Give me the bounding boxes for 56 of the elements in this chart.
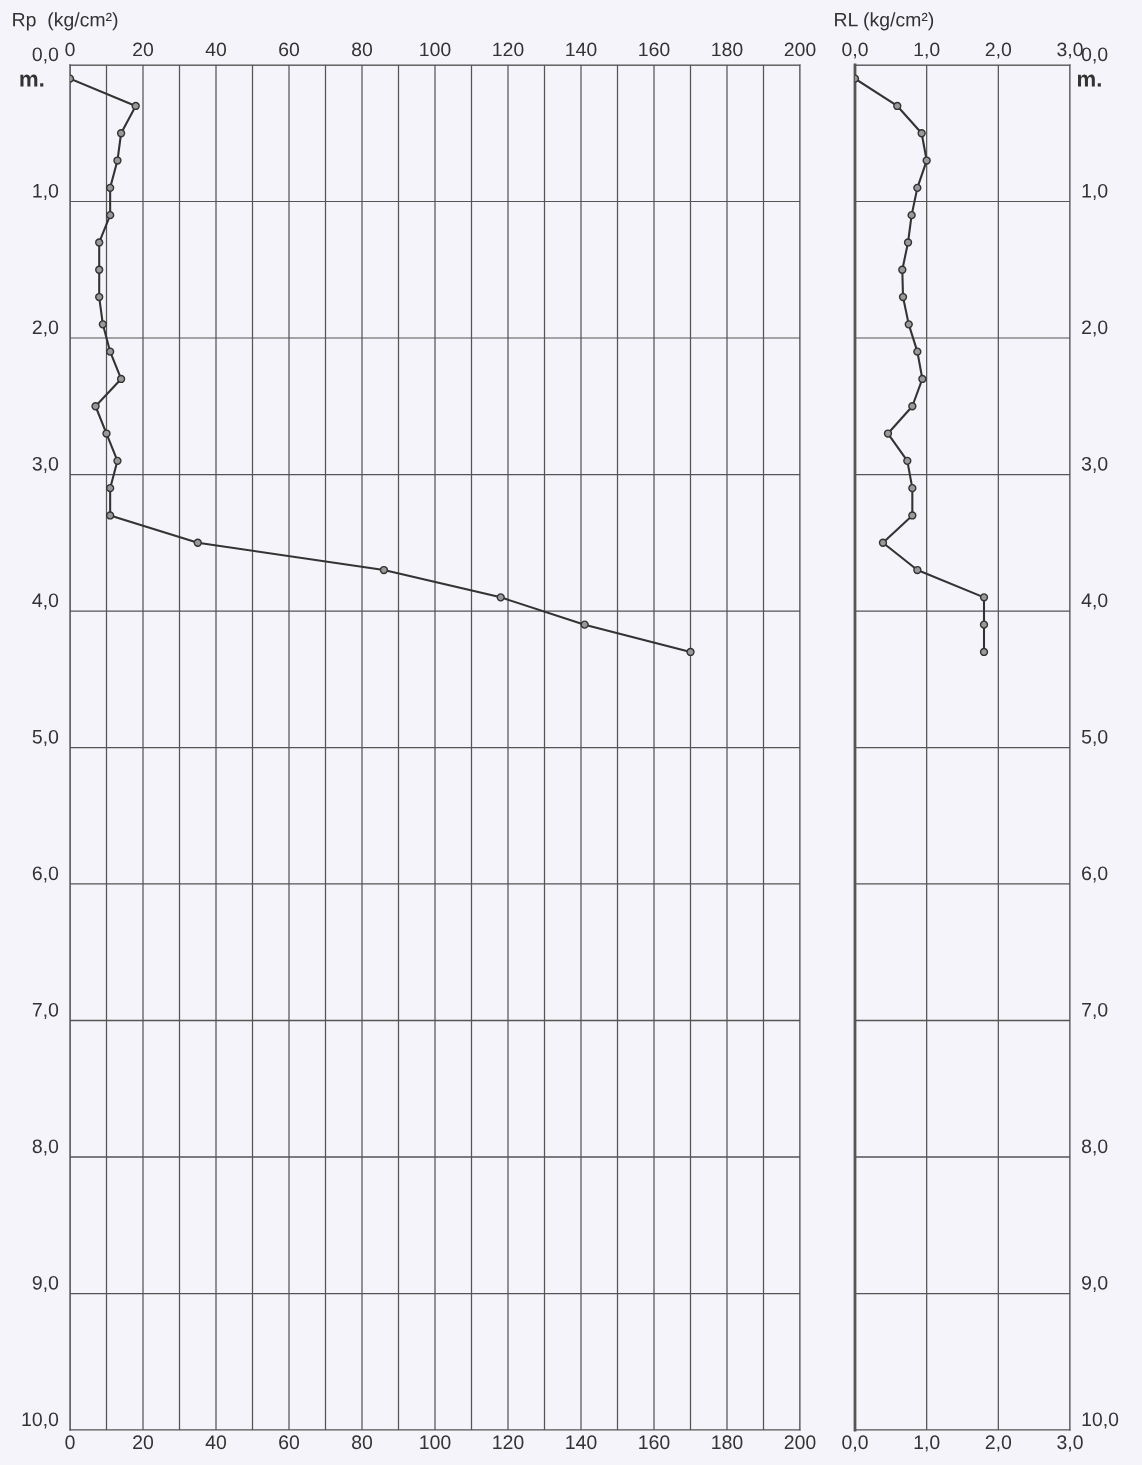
x2-tick-label: 1,0 — [914, 42, 940, 59]
x2-tick-label: 160 — [639, 42, 670, 57]
x2-tick-label: 3,0 — [1057, 42, 1083, 59]
x2-tick-label: 40 — [205, 42, 227, 57]
x2-tick-label: 0,0 — [842, 42, 868, 59]
y-tick-label: 9,0 — [32, 1275, 59, 1292]
x2-tick-label: 120 — [493, 42, 524, 57]
y-tick-label: 2,0 — [1082, 320, 1108, 337]
x2-axis-title: Rp (kg/cm²) — [13, 12, 118, 31]
x2-tick-label: 0 — [65, 42, 75, 57]
y-tick-label: 0,0 — [32, 47, 59, 64]
x-tick-label: 200 — [784, 1435, 816, 1450]
y-tick-label: 8,0 — [32, 1139, 59, 1156]
x-tick-label: 100 — [420, 1435, 451, 1450]
y-tick-label: 4,0 — [1081, 593, 1108, 610]
x2-tick-label: 140 — [566, 42, 597, 57]
y-tick-label: 10,0 — [1082, 1412, 1119, 1429]
x2-tick-label: 200 — [784, 42, 816, 57]
x2-tick-label: 180 — [712, 42, 743, 57]
y-tick-label: 9,0 — [1082, 1275, 1108, 1292]
x-tick-label: 3,0 — [1057, 1435, 1083, 1452]
x-tick-label: 180 — [712, 1435, 743, 1450]
x-tick-label: 80 — [352, 1435, 373, 1450]
x-tick-label: 20 — [133, 1435, 154, 1450]
x2-tick-label: 2,0 — [985, 42, 1012, 59]
x2-tick-label: 60 — [279, 42, 300, 57]
y-tick-label: 4,0 — [32, 593, 59, 610]
x2-tick-label: 80 — [352, 42, 373, 57]
x-tick-label: 1,0 — [914, 1435, 940, 1452]
y-tick-label: 6,0 — [32, 866, 59, 883]
x-tick-label: 40 — [205, 1435, 227, 1450]
y-tick-label: 3,0 — [1081, 456, 1108, 473]
y-tick-label: 10,0 — [22, 1412, 59, 1429]
x-tick-label: 140 — [566, 1435, 597, 1450]
y-tick-label: 5,0 — [32, 729, 59, 746]
x-tick-label: 120 — [493, 1435, 524, 1450]
y-tick-label: 8,0 — [1081, 1139, 1108, 1156]
y-tick-label: 7,0 — [1082, 1002, 1108, 1019]
y-tick-label: 2,0 — [32, 320, 59, 337]
y-tick-label: 1,0 — [1082, 183, 1108, 200]
y-tick-label: 5,0 — [1081, 729, 1108, 746]
y-tick-label: 7,0 — [32, 1002, 59, 1019]
y-tick-label: 1,0 — [33, 183, 59, 200]
x-tick-label: 160 — [639, 1435, 670, 1450]
x-tick-label: 0 — [65, 1435, 75, 1450]
x2-tick-label: 100 — [420, 42, 451, 57]
x2-axis-title: RL (kg/cm²) — [835, 12, 934, 31]
x-tick-label: 0,0 — [842, 1435, 868, 1452]
x2-tick-label: 20 — [133, 42, 154, 57]
y-tick-label: 6,0 — [1082, 866, 1108, 883]
text: m. — [1077, 74, 1101, 87]
x-tick-label: 60 — [279, 1435, 300, 1450]
text: m. — [20, 74, 44, 87]
y-tick-label: 3,0 — [32, 456, 59, 473]
x-tick-label: 2,0 — [985, 1435, 1012, 1452]
y-tick-label: 0,0 — [1081, 47, 1108, 64]
